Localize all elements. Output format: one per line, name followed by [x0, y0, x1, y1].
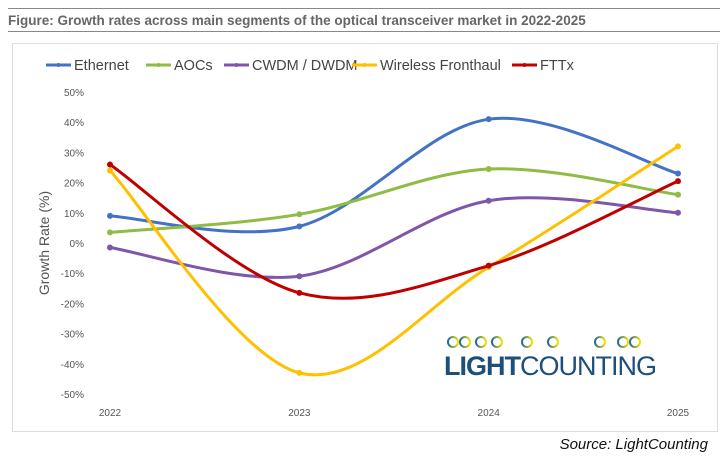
legend-marker — [234, 63, 239, 67]
y-tick-label: 10% — [64, 209, 84, 220]
data-point — [296, 289, 303, 296]
data-point — [485, 262, 492, 269]
y-tick-label: -30% — [61, 330, 84, 341]
legend-label: Ethernet — [74, 58, 129, 74]
legend-marker — [362, 63, 367, 67]
chart-frame — [12, 43, 718, 432]
logo-node — [547, 336, 559, 348]
data-point — [296, 369, 303, 376]
source-note: Source: LightCounting — [559, 436, 708, 453]
series-line-cwdm-dwdm — [109, 196, 679, 279]
data-point — [675, 209, 681, 216]
data-point — [296, 211, 303, 218]
y-tick-label: 0% — [70, 239, 85, 250]
y-tick-label: 50% — [64, 88, 84, 99]
legend-marker — [522, 63, 527, 67]
legend-label: CWDM / DWDM — [252, 58, 358, 74]
lightcounting-logo: LIGHTCOUNTING — [440, 336, 660, 381]
data-point — [107, 167, 113, 174]
y-tick-label: -50% — [61, 390, 84, 401]
data-point — [107, 229, 113, 236]
data-point — [675, 170, 681, 177]
logo-node — [491, 336, 503, 348]
logo-node — [629, 336, 641, 348]
data-point — [675, 178, 681, 185]
legend-marker — [156, 63, 161, 67]
y-tick-label: -10% — [61, 269, 84, 280]
data-point — [675, 191, 681, 198]
data-point — [107, 161, 113, 168]
series-line-ethernet — [109, 116, 679, 234]
y-tick-label: 20% — [64, 179, 84, 190]
x-tick-label: 2022 — [99, 408, 122, 419]
series-line-aocs — [109, 167, 679, 234]
data-point — [675, 143, 681, 150]
y-tick-label: -20% — [61, 299, 84, 310]
logo-node — [594, 336, 606, 348]
series-line-wireless-fronthaul — [108, 145, 679, 377]
y-tick-label: 30% — [64, 148, 84, 159]
series-line-fttx — [109, 163, 679, 300]
logo-node — [475, 336, 487, 348]
logo-node — [521, 336, 533, 348]
y-tick-label: 40% — [64, 118, 84, 129]
x-tick-label: 2023 — [288, 408, 311, 419]
legend-marker — [56, 63, 61, 67]
logo-node — [459, 336, 471, 348]
title-rule — [8, 31, 720, 32]
legend-label: AOCs — [174, 58, 213, 74]
data-point — [485, 166, 492, 173]
x-tick-label: 2024 — [478, 408, 501, 419]
legend-label: FTTx — [540, 58, 575, 74]
legend-label: Wireless Fronthaul — [380, 58, 501, 74]
x-tick-label: 2025 — [667, 408, 690, 419]
y-tick-label: -40% — [61, 360, 84, 371]
data-point — [107, 212, 113, 219]
logo-text: LIGHTCOUNTING — [444, 351, 657, 381]
logo-node — [447, 336, 459, 348]
data-point — [296, 273, 303, 280]
data-point — [485, 116, 492, 123]
figure-title: Figure: Growth rates across main segment… — [8, 13, 586, 28]
top-rule — [8, 8, 720, 9]
y-axis-label: Growth Rate (%) — [36, 191, 52, 295]
data-point — [296, 223, 303, 230]
data-point — [485, 197, 492, 204]
logo-node — [617, 336, 629, 348]
data-point — [107, 244, 113, 251]
